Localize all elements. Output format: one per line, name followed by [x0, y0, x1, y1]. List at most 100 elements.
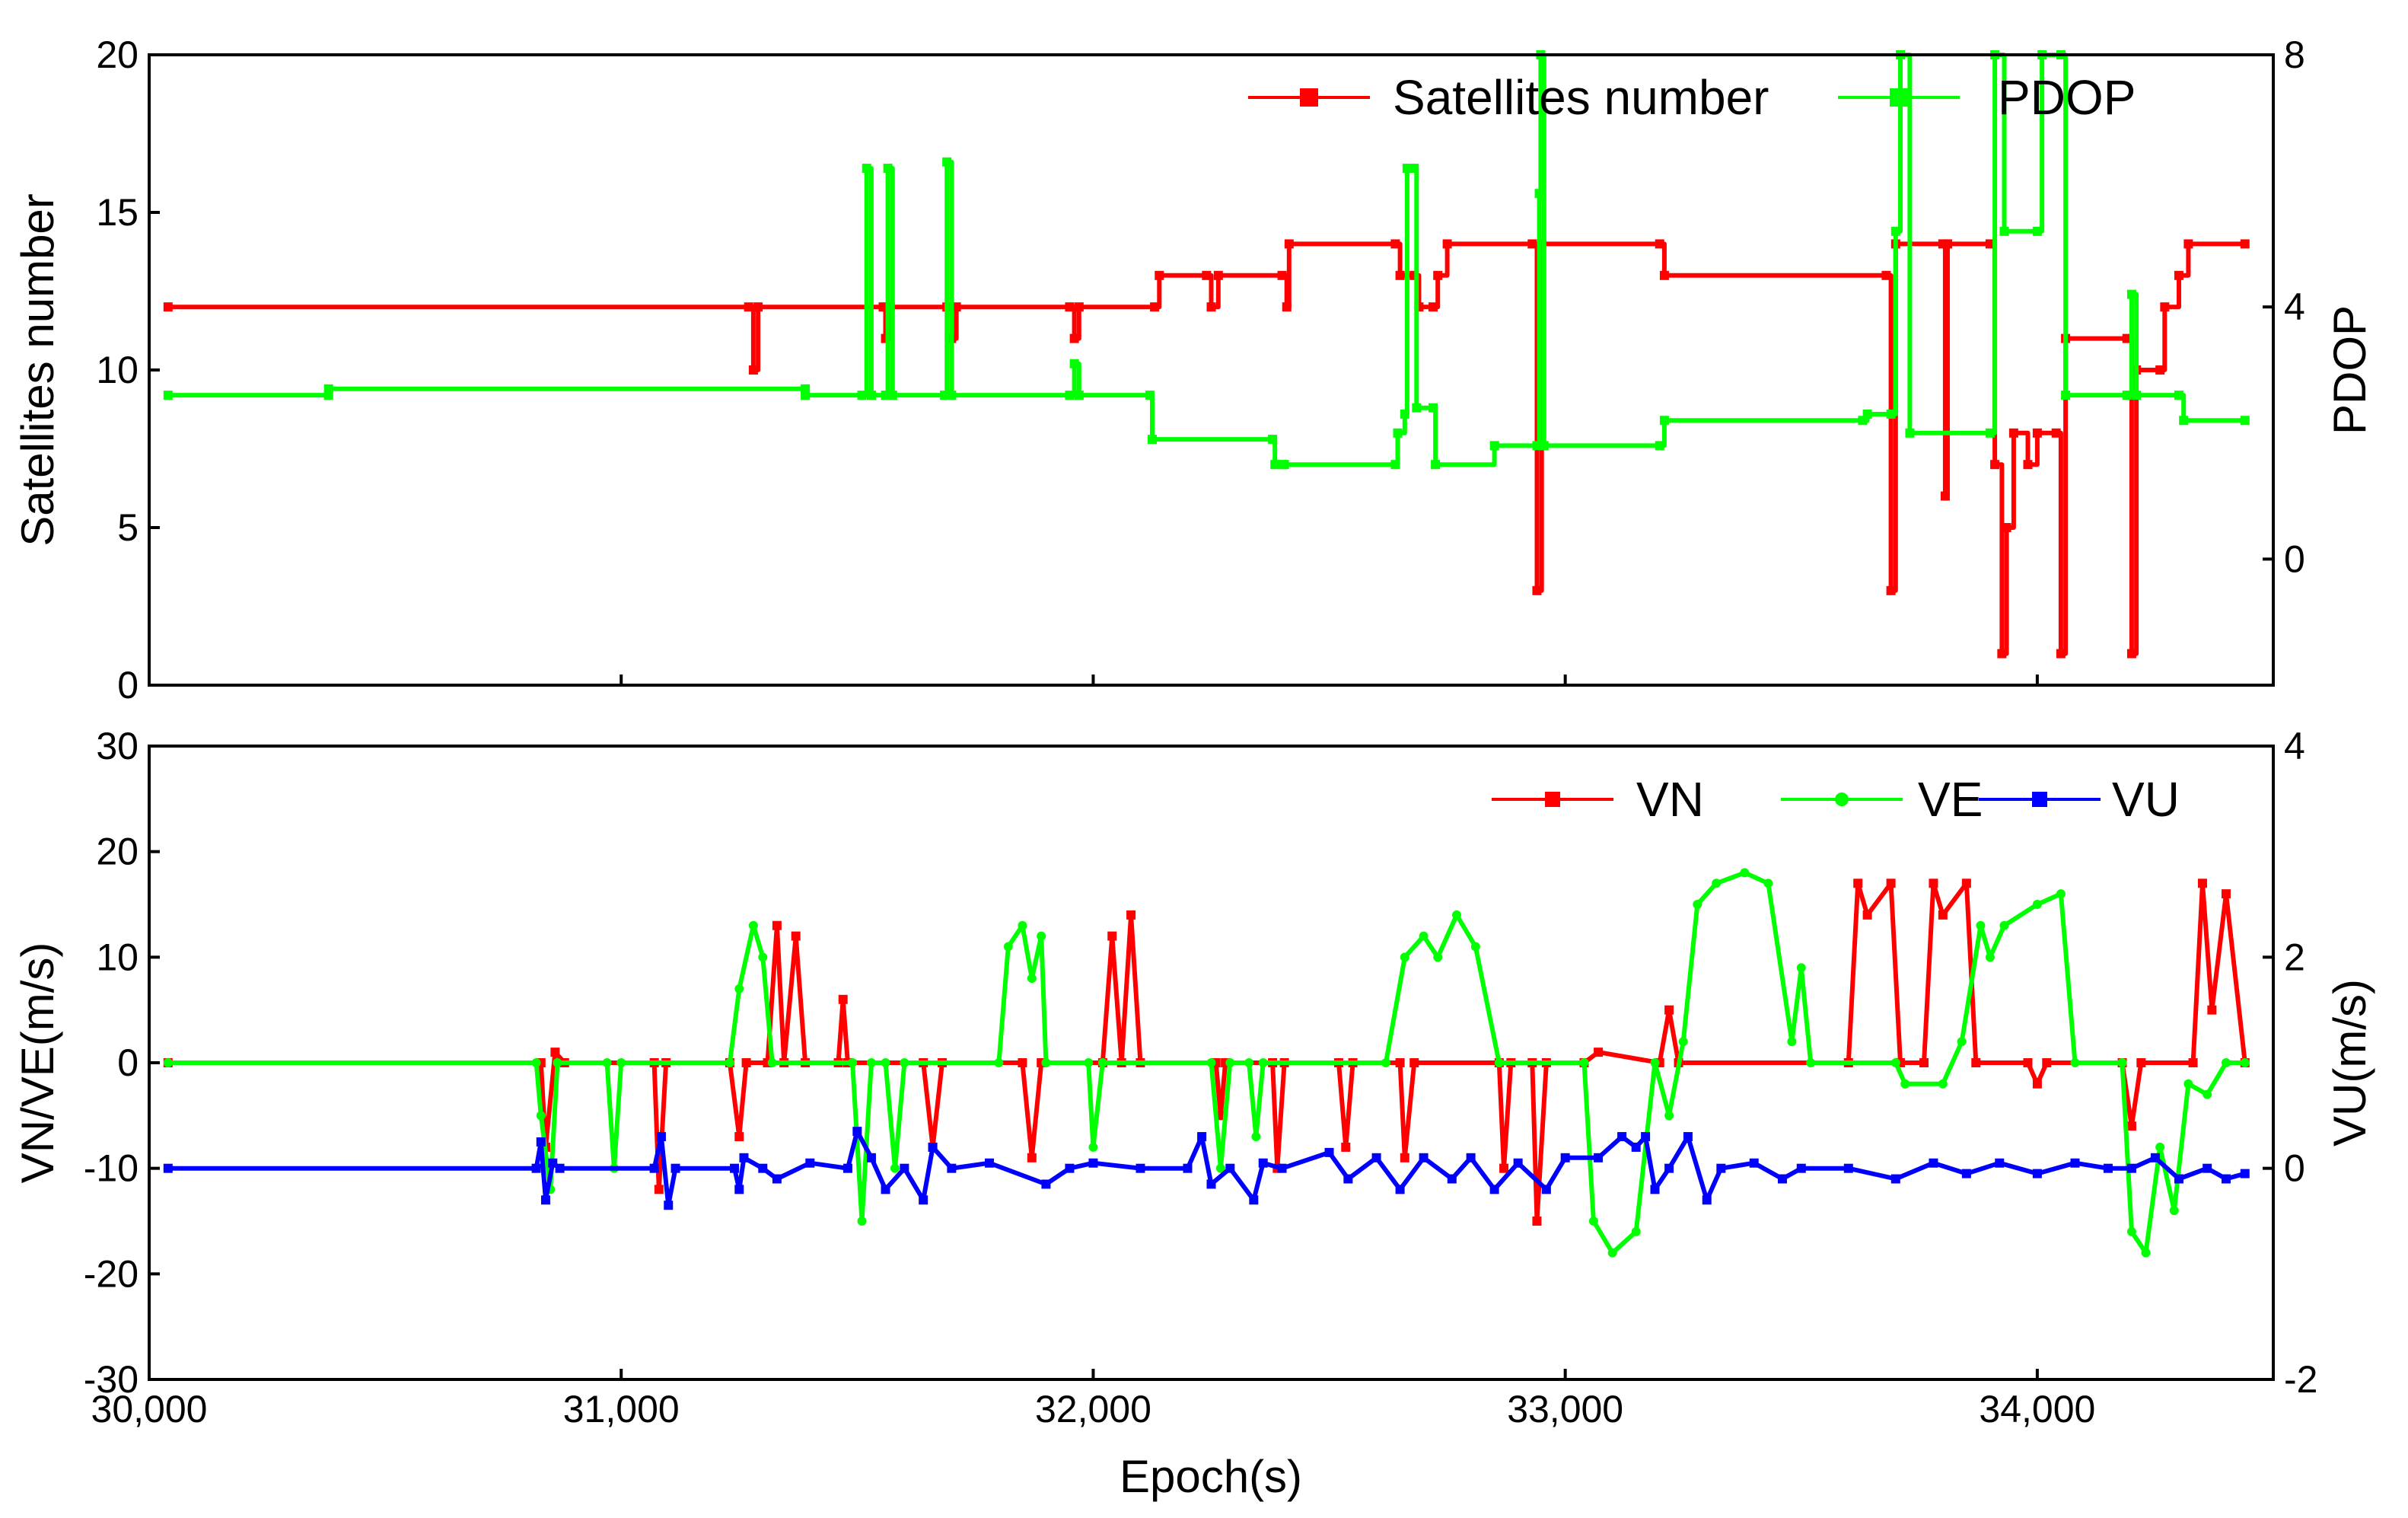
- data-point-vu: [758, 1163, 768, 1173]
- data-point-pdop: [2122, 391, 2132, 400]
- data-point-satellites-number: [1065, 302, 1075, 312]
- data-point-vu: [1324, 1147, 1334, 1157]
- data-point-vu: [2032, 1169, 2042, 1178]
- data-point-ve: [2070, 1058, 2080, 1067]
- data-point-ve: [1900, 1079, 1910, 1089]
- data-point-pdop: [866, 391, 876, 400]
- top-left-tick-label: 0: [117, 664, 139, 706]
- data-point-vu: [1277, 1163, 1287, 1173]
- data-point-vn: [1532, 1217, 1542, 1226]
- data-point-satellites-number: [1997, 649, 2007, 659]
- data-point-pdop: [942, 157, 952, 167]
- data-point-ve: [1740, 868, 1750, 878]
- data-point-vu: [1641, 1132, 1651, 1142]
- data-point-ve: [1400, 952, 1409, 962]
- legend-label-satellites: Satellites number: [1393, 70, 1769, 125]
- data-point-ve: [1985, 952, 1995, 962]
- data-point-pdop: [2179, 416, 2189, 426]
- data-point-vu: [1065, 1163, 1075, 1173]
- data-point-satellites-number: [1150, 302, 1160, 312]
- x-axis-label: Epoch(s): [1120, 1451, 1302, 1502]
- data-point-ve: [1003, 942, 1013, 952]
- top-left-tick-label: 10: [96, 349, 139, 391]
- data-point-ve: [1712, 879, 1722, 888]
- top-right-axis-label: PDOP: [2324, 305, 2375, 435]
- data-point-ve: [1494, 1058, 1504, 1067]
- series-line-vu: [167, 1129, 2246, 1208]
- data-point-vn: [1018, 1058, 1027, 1067]
- legend-label-vu: VU: [2112, 772, 2180, 827]
- x-tick-label: 31,000: [563, 1388, 680, 1430]
- data-point-vu: [1371, 1153, 1381, 1162]
- data-point-satellites-number: [1206, 302, 1216, 312]
- data-point-ve: [1763, 879, 1773, 888]
- data-point-pdop: [2061, 391, 2071, 400]
- data-point-vu: [163, 1163, 173, 1173]
- data-point-vu: [1961, 1169, 1971, 1178]
- data-point-satellites-number: [1532, 585, 1542, 595]
- data-point-vn: [550, 1048, 560, 1057]
- data-point-vu: [1995, 1158, 2005, 1168]
- data-point-vn: [1409, 1058, 1419, 1067]
- data-point-ve: [1976, 920, 1986, 930]
- data-point-vu: [2150, 1153, 2160, 1162]
- data-point-vu: [730, 1163, 740, 1173]
- legend-label-ve: VE: [1918, 772, 1983, 827]
- data-point-pdop: [1905, 428, 1915, 438]
- data-point-pdop: [1268, 435, 1278, 445]
- data-point-ve: [2155, 1142, 2165, 1152]
- data-point-vu: [1843, 1163, 1853, 1173]
- data-point-ve: [2056, 889, 2066, 899]
- data-point-pdop: [1400, 409, 1409, 419]
- data-point-pdop: [1390, 460, 1400, 470]
- data-point-ve: [1796, 963, 1806, 973]
- data-point-pdop: [1886, 409, 1896, 419]
- data-point-vn: [791, 931, 801, 941]
- data-point-satellites-number: [1433, 270, 1443, 280]
- data-point-vu: [739, 1153, 749, 1162]
- data-point-vu: [866, 1153, 876, 1162]
- bottom-series-group: [163, 868, 2250, 1258]
- data-point-vu: [881, 1185, 890, 1194]
- data-point-satellites-number: [1284, 239, 1294, 249]
- data-point-ve: [725, 1058, 734, 1067]
- data-point-pdop: [1539, 441, 1549, 451]
- series-line-pdop: [167, 53, 2245, 467]
- data-point-pdop: [1279, 460, 1289, 470]
- data-point-vn: [734, 1132, 744, 1142]
- data-point-pdop: [2240, 416, 2250, 426]
- data-point-ve: [2117, 1058, 2127, 1067]
- legend-marker-vn: [1545, 792, 1560, 807]
- series-line-satellites-number: [167, 241, 2245, 656]
- data-point-satellites-number: [1943, 239, 1953, 249]
- data-point-vu: [1225, 1163, 1235, 1173]
- data-point-satellites-number: [1881, 270, 1891, 280]
- data-point-pdop: [1402, 164, 1412, 174]
- data-point-ve: [1244, 1058, 1254, 1067]
- data-point-vn: [2221, 889, 2231, 899]
- data-point-vu: [664, 1201, 674, 1210]
- data-point-ve: [1787, 1037, 1797, 1047]
- data-point-pdop: [1532, 441, 1542, 451]
- data-point-vu: [1088, 1158, 1098, 1168]
- data-point-vu: [1594, 1153, 1604, 1162]
- data-point-vn: [2136, 1058, 2146, 1067]
- data-point-ve: [616, 1058, 626, 1067]
- data-point-vu: [1447, 1174, 1457, 1184]
- data-point-vu: [1343, 1174, 1353, 1184]
- data-point-pdop: [1412, 403, 1422, 413]
- data-point-ve: [1088, 1142, 1098, 1152]
- data-point-satellites-number: [1886, 585, 1896, 595]
- data-point-ve: [1938, 1079, 1948, 1089]
- data-point-vu: [852, 1127, 862, 1137]
- data-point-ve: [758, 952, 768, 962]
- data-point-satellites-number: [163, 302, 173, 312]
- bottom-left-tick-label: -20: [84, 1252, 139, 1295]
- bottom-right-tick-label: 4: [2284, 725, 2305, 767]
- data-point-pdop: [1270, 460, 1280, 470]
- data-point-vn: [741, 1058, 751, 1067]
- data-point-ve: [1631, 1226, 1641, 1236]
- data-point-ve: [2126, 1226, 2136, 1236]
- data-point-ve: [1206, 1058, 1216, 1067]
- data-point-satellites-number: [1985, 239, 1995, 249]
